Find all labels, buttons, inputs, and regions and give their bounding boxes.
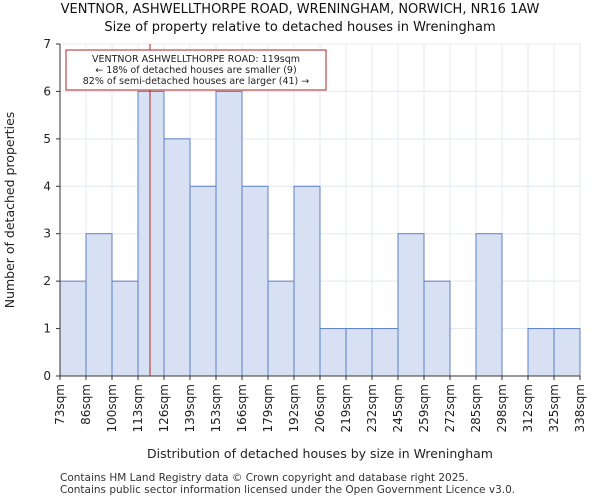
histogram-bar [85,233,113,377]
x-tick-label: 219sqm [339,384,353,432]
x-tick-label: 206sqm [313,384,327,432]
chart-title: VENTNOR, ASHWELLTHORPE ROAD, WRENINGHAM,… [60,2,540,17]
y-tick-label: 1 [43,322,51,336]
y-tick-label: 2 [43,274,51,288]
x-tick-label: 100sqm [105,384,119,432]
x-tick-label: 325sqm [547,384,561,432]
histogram-bar [163,138,191,377]
y-tick-label: 4 [43,179,51,193]
histogram-bar [215,90,243,377]
x-tick-label: 259sqm [417,384,431,432]
x-tick-label: 126sqm [157,384,171,432]
histogram-bar [59,280,87,377]
x-tick-label: 338sqm [573,384,587,432]
histogram-bar [293,185,321,377]
x-tick-label: 245sqm [391,384,405,432]
footer-line-1: Contains HM Land Registry data © Crown c… [60,472,469,484]
histogram-bar [111,280,139,377]
y-tick-label: 7 [43,37,51,51]
annotation-box [65,49,327,91]
y-axis-label: Number of detached properties [2,112,17,309]
annotation-layer: VENTNOR ASHWELLTHORPE ROAD: 119sqm ← 18%… [65,49,327,91]
x-tick-label: 272sqm [443,384,457,432]
histogram-bar [241,185,269,377]
histogram-bar [527,328,555,377]
histogram-bar [397,233,425,377]
x-tick-label: 113sqm [131,384,145,432]
histogram-bar [319,328,347,377]
y-tick-label: 0 [43,369,51,383]
histogram-bar [267,280,295,377]
annotation-larger: 82% of semi-detached houses are larger (… [83,76,310,87]
histogram-bar [475,233,503,377]
histogram-bar [371,328,399,377]
footer-line-2: Contains public sector information licen… [60,484,516,496]
histogram-bar [137,90,165,377]
x-tick-label: 153sqm [209,384,223,432]
y-tick-label: 5 [43,132,51,146]
histogram-bar [189,185,217,377]
histogram-bar [553,328,581,377]
x-tick-label: 192sqm [287,384,301,432]
histogram-bar [345,328,373,377]
histogram-bar [423,280,451,377]
annotation-title: VENTNOR ASHWELLTHORPE ROAD: 119sqm [92,54,300,65]
x-tick-label: 139sqm [183,384,197,432]
y-tick-label: 6 [43,84,51,98]
y-tick-label: 3 [43,227,51,241]
x-axis-label: Distribution of detached houses by size … [147,446,493,461]
x-tick-label: 86sqm [79,384,93,425]
x-tick-label: 179sqm [261,384,275,432]
x-tick-label: 73sqm [53,384,67,425]
x-tick-label: 232sqm [365,384,379,432]
x-tick-label: 298sqm [495,384,509,432]
x-tick-label: 285sqm [469,384,483,432]
ticks-layer: 0 1 2 3 4 5 6 7 73sqm 86sqm 100sqm 113sqm 126sqm 139s… [43,37,587,432]
x-tick-label: 312sqm [521,384,535,432]
bars-layer [59,90,581,377]
annotation-smaller: ← 18% of detached houses are smaller (9) [95,65,296,76]
chart-subtitle: Size of property relative to detached ho… [104,20,496,35]
x-tick-label: 166sqm [235,384,249,432]
